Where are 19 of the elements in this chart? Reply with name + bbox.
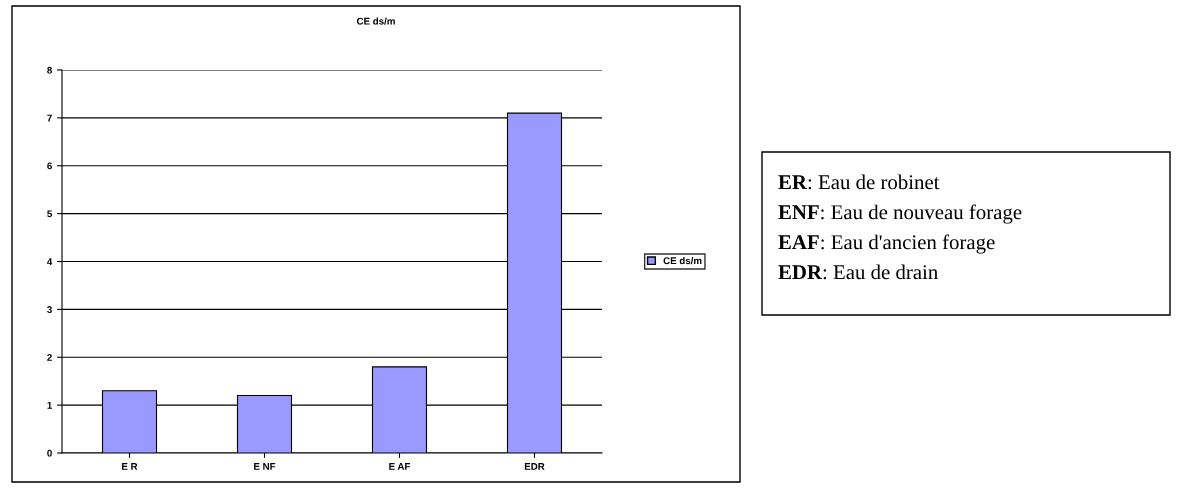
text: EAF: Eau d'ancien forage [778, 234, 995, 254]
y-tick-label: 1 [47, 401, 53, 409]
legend-label: CE ds/m [663, 256, 702, 265]
y-tick-label: 6 [47, 162, 52, 170]
y-tick-label: 7 [47, 114, 52, 122]
x-tick-label: E R [122, 463, 138, 470]
y-tick-label: 8 [47, 66, 52, 74]
text: EDR: Eau de drain [778, 264, 938, 280]
chart-title: CE ds/m [356, 17, 395, 25]
x-tick-label: E AF [389, 463, 411, 470]
text: ENF: Eau de nouveau forage [778, 204, 1022, 224]
y-tick-label: 5 [47, 210, 53, 218]
y-tick-label: 4 [47, 258, 53, 266]
x-tick-label: EDR [524, 463, 545, 470]
y-tick-label: 3 [47, 306, 52, 314]
x-tick-label: E NF [254, 463, 276, 470]
y-tick-label: 0 [47, 449, 52, 457]
y-tick-label: 2 [47, 353, 52, 361]
text: ER: Eau de robinet [778, 174, 940, 190]
